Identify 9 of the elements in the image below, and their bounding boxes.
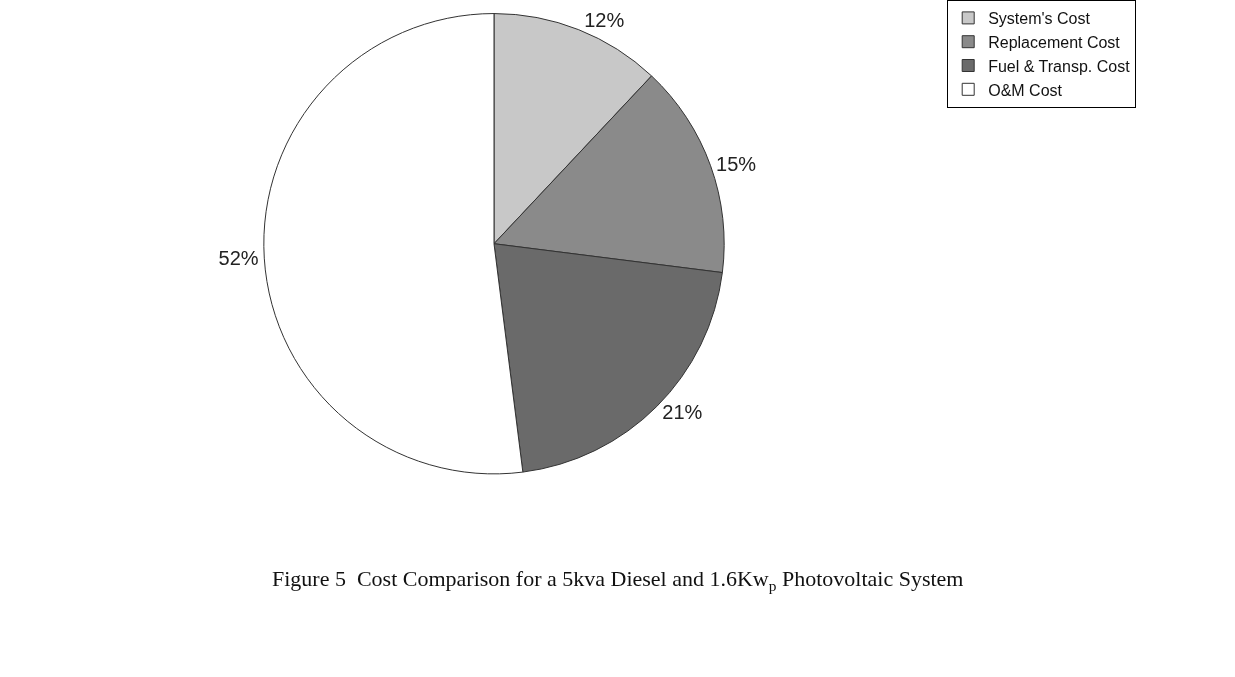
legend-label: Fuel & Transp. Cost (988, 57, 1131, 75)
data-label: 12% (584, 9, 625, 32)
legend-label: Replacement Cost (988, 33, 1121, 51)
data-label: 21% (662, 400, 703, 423)
data-label: 52% (218, 247, 259, 270)
legend-label: O&M Cost (988, 81, 1063, 99)
legend-label: System's Cost (988, 10, 1091, 28)
data-label: 15% (716, 153, 757, 176)
caption: Figure 5 Cost Comparison for a 5kva Diesel and 1.6Kw$_{p}$ Photovoltaic System (272, 566, 964, 594)
